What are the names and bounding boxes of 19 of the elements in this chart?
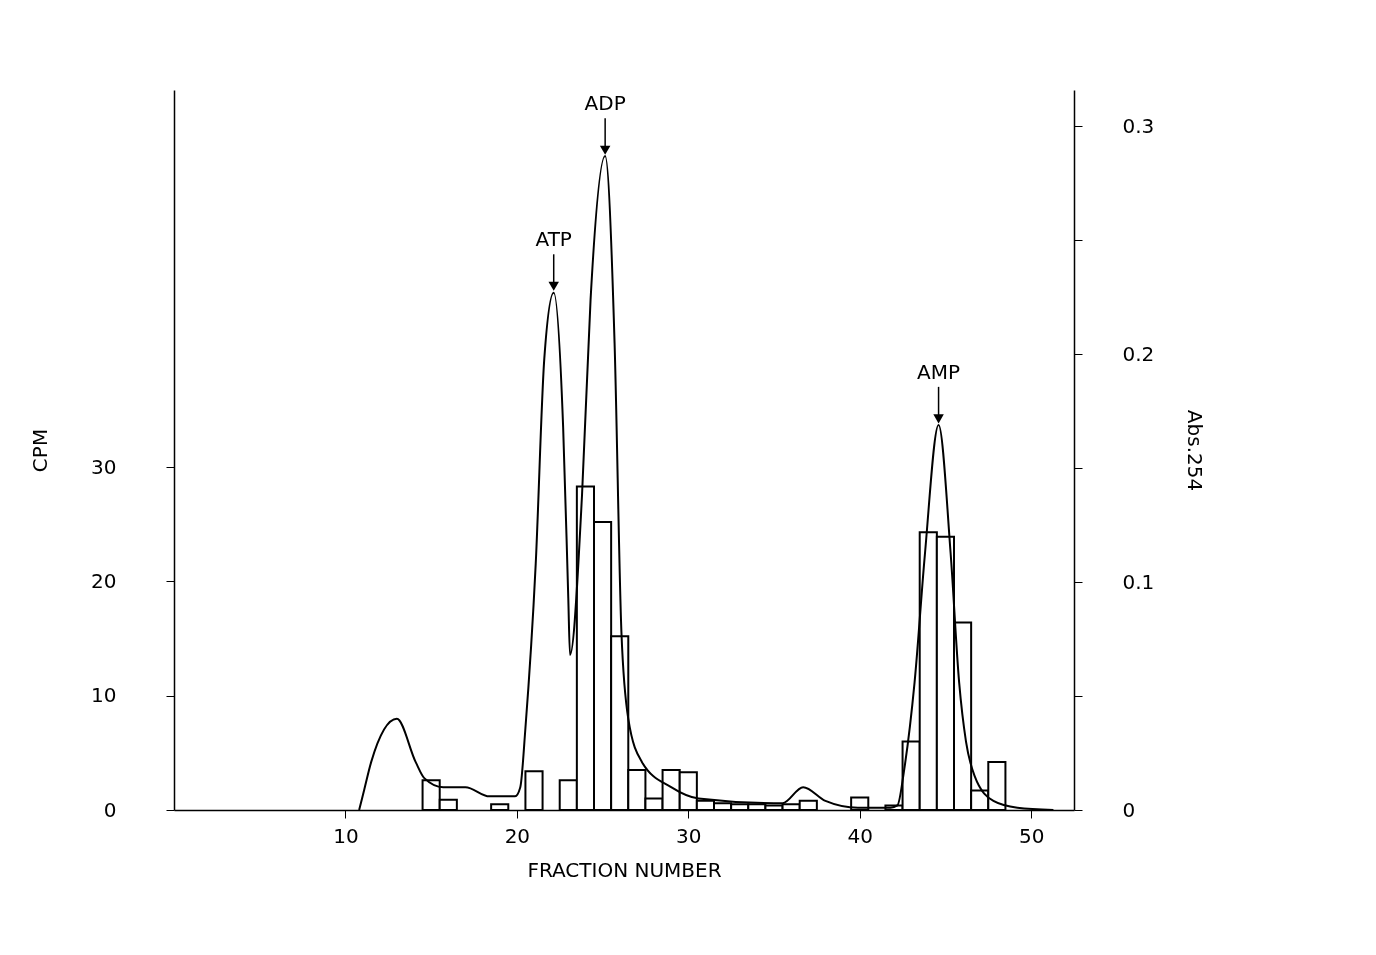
y-tick-label: 20	[91, 568, 117, 593]
annotation: ADP	[584, 91, 626, 116]
y2-tick-label: 0.2	[1122, 341, 1155, 366]
y2-tick-label: 0.3	[1122, 113, 1155, 138]
y-tick-label: 30	[91, 454, 117, 479]
y2-tick-label: 0.1	[1122, 569, 1155, 594]
annotation: ATP	[535, 227, 572, 252]
y-tick-label: 10	[91, 683, 117, 708]
x-tick-label: 20	[504, 823, 531, 848]
annotation: AMP	[917, 359, 961, 384]
y2-tick-label: 0	[1122, 797, 1136, 822]
x-tick-label: 40	[847, 823, 873, 848]
y2-axis-title: Abs.254	[1183, 409, 1208, 492]
x-tick-label: 50	[1018, 823, 1045, 848]
x-tick-label: 30	[676, 823, 702, 848]
y-tick-label: 0	[103, 797, 117, 822]
x-tick-label: 10	[333, 823, 359, 848]
y-axis-title: CPM	[28, 428, 53, 473]
x-axis-title: FRACTION NUMBER	[527, 857, 722, 882]
